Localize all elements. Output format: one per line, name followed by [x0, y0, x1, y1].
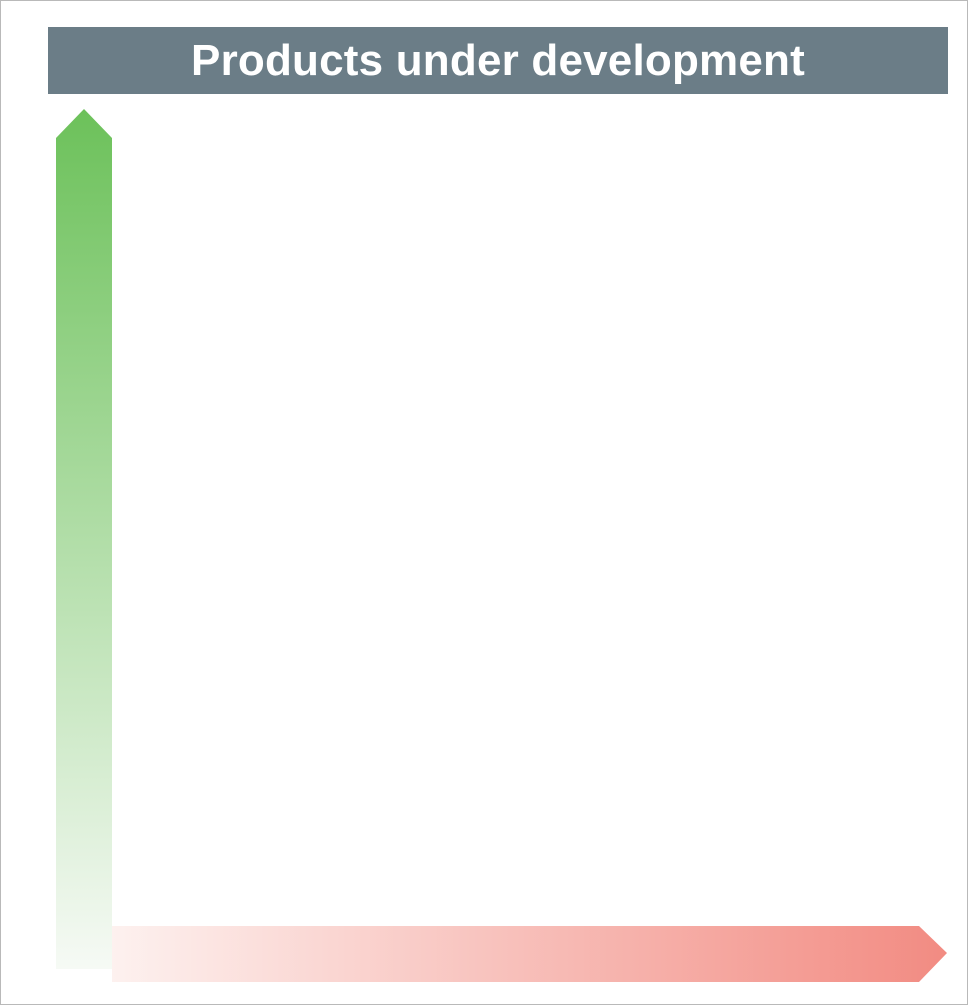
- title-bar: Products under development: [48, 27, 948, 94]
- page-title: Products under development: [191, 35, 805, 85]
- vertical-up-arrow: [56, 109, 112, 969]
- horizontal-right-arrow: [112, 926, 947, 982]
